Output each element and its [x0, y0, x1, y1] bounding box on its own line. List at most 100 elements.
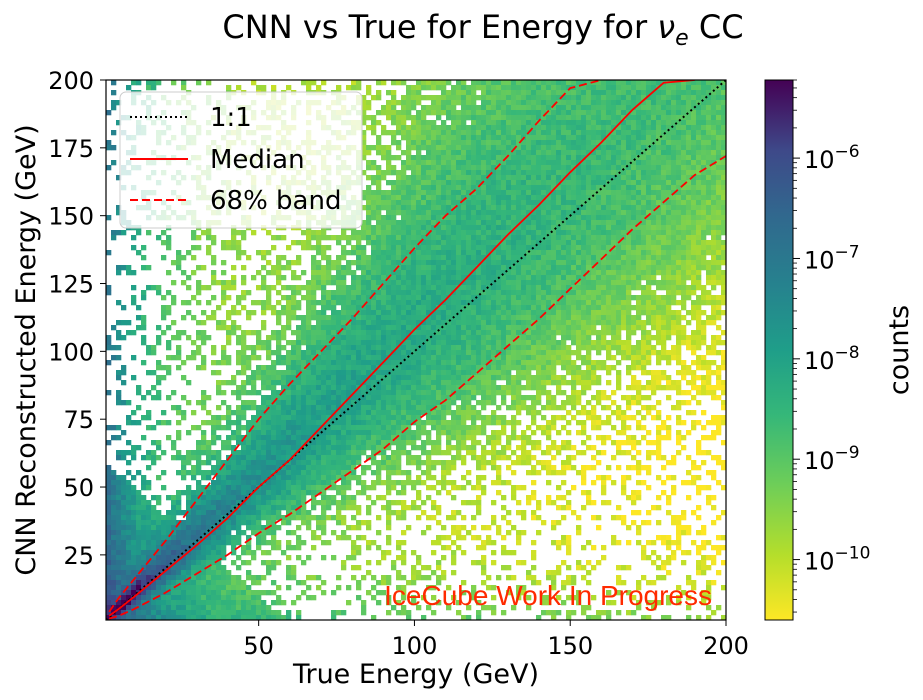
heatmap-cell [346, 535, 352, 541]
heatmap-cell [221, 425, 227, 431]
heatmap-cell [461, 340, 467, 346]
heatmap-cell [311, 505, 317, 511]
heatmap-cell [261, 525, 267, 531]
heatmap-cell [386, 610, 392, 616]
heatmap-cell [356, 295, 362, 301]
heatmap-cell [436, 450, 442, 456]
heatmap-cell [206, 460, 212, 466]
heatmap-cell [281, 310, 287, 316]
heatmap-cell [376, 195, 382, 201]
heatmap-cell [116, 545, 122, 551]
heatmap-cell [146, 530, 152, 536]
heatmap-cell [286, 470, 292, 476]
heatmap-cell [321, 245, 327, 251]
heatmap-cell [296, 400, 302, 406]
heatmap-cell [231, 305, 237, 311]
heatmap-cell [421, 315, 427, 321]
heatmap-cell [231, 390, 237, 396]
heatmap-cell [221, 300, 227, 306]
heatmap-cell [446, 220, 452, 226]
heatmap-cell [391, 95, 397, 101]
heatmap-cell [181, 85, 187, 91]
heatmap-cell [406, 420, 412, 426]
heatmap-cell [441, 190, 447, 196]
heatmap-cell [301, 405, 307, 411]
heatmap-cell [226, 340, 232, 346]
heatmap-cell [106, 345, 112, 351]
heatmap-cell [376, 275, 382, 281]
heatmap-cell [441, 395, 447, 401]
heatmap-cell [461, 580, 467, 586]
heatmap-cell [411, 345, 417, 351]
heatmap-cell [226, 495, 232, 501]
heatmap-cell [356, 350, 362, 356]
heatmap-cell [171, 495, 177, 501]
heatmap-cell [391, 170, 397, 176]
heatmap-cell [346, 475, 352, 481]
heatmap-cell [376, 350, 382, 356]
heatmap-cell [241, 425, 247, 431]
heatmap-cell [281, 405, 287, 411]
heatmap-cell [326, 540, 332, 546]
heatmap-cell [306, 415, 312, 421]
heatmap-cell [381, 455, 387, 461]
heatmap-cell [321, 495, 327, 501]
heatmap-cell [296, 425, 302, 431]
heatmap-cell [146, 575, 152, 581]
heatmap-cell [471, 300, 477, 306]
heatmap-cell [156, 540, 162, 546]
heatmap-cell [441, 255, 447, 261]
heatmap-cell [476, 280, 482, 286]
heatmap-cell [401, 590, 407, 596]
heatmap-cell [426, 605, 432, 611]
heatmap-cell [221, 535, 227, 541]
heatmap-cell [336, 340, 342, 346]
heatmap-cell [426, 110, 432, 116]
heatmap-cell [136, 585, 142, 591]
heatmap-cell [161, 610, 167, 616]
heatmap-cell [131, 535, 137, 541]
heatmap-cell [246, 570, 252, 576]
heatmap-cell [111, 510, 117, 516]
heatmap-cell [431, 515, 437, 521]
heatmap-cell [241, 250, 247, 256]
heatmap-cell [406, 395, 412, 401]
heatmap-cell [371, 165, 377, 171]
heatmap-cell [396, 235, 402, 241]
heatmap-cell [426, 160, 432, 166]
heatmap-cell [371, 315, 377, 321]
heatmap-cell [116, 580, 122, 586]
heatmap-cell [216, 500, 222, 506]
heatmap-cell [106, 580, 112, 586]
heatmap-cell [476, 185, 482, 191]
heatmap-cell [456, 325, 462, 331]
heatmap-cell [466, 335, 472, 341]
heatmap-cell [461, 500, 467, 506]
heatmap-cell [286, 475, 292, 481]
heatmap-cell [141, 515, 147, 521]
heatmap-cell [431, 440, 437, 446]
heatmap-cell [461, 195, 467, 201]
heatmap-cell [206, 590, 212, 596]
heatmap-cell [326, 515, 332, 521]
heatmap-cell [326, 505, 332, 511]
heatmap-cell [156, 560, 162, 566]
heatmap-cell [191, 605, 197, 611]
heatmap-cell [431, 205, 437, 211]
heatmap-cell [166, 550, 172, 556]
heatmap-cell [471, 310, 477, 316]
heatmap-cell [371, 270, 377, 276]
heatmap-cell [421, 240, 427, 246]
heatmap-cell [391, 480, 397, 486]
heatmap-cell [121, 525, 127, 531]
heatmap-cell [111, 435, 117, 441]
heatmap-cell [336, 360, 342, 366]
heatmap-cell [251, 330, 257, 336]
heatmap-cell [266, 480, 272, 486]
heatmap-cell [141, 595, 147, 601]
heatmap-cell [261, 345, 267, 351]
heatmap-cell [471, 365, 477, 371]
heatmap-cell [241, 465, 247, 471]
heatmap-cell [286, 445, 292, 451]
heatmap-cell [346, 505, 352, 511]
